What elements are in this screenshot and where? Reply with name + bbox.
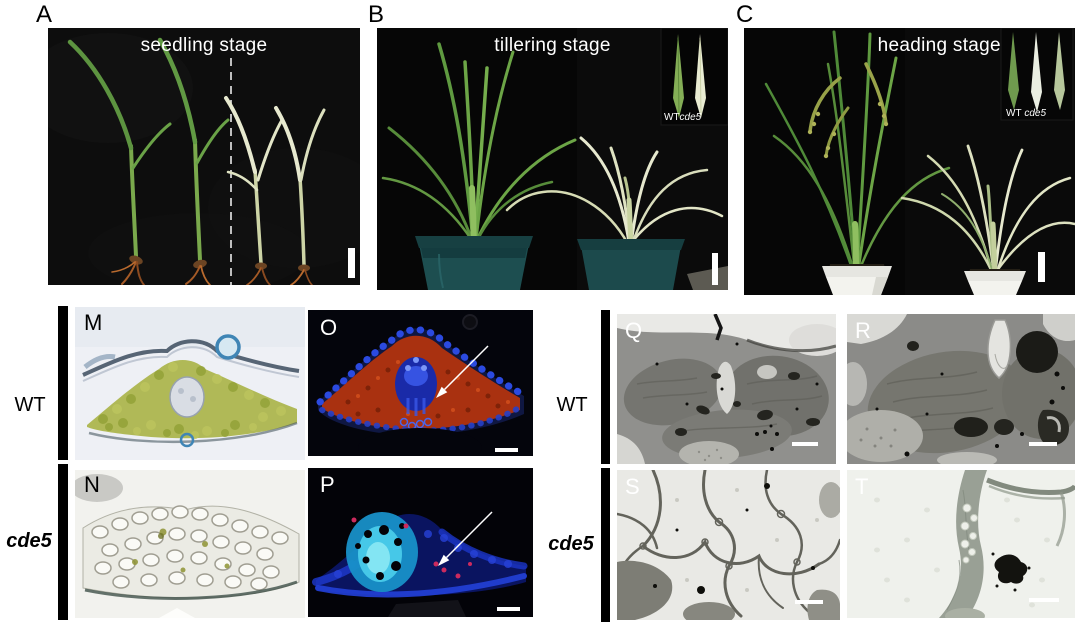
- wt-seedlings: [67, 37, 230, 285]
- residual-chlorophyll-spots: [351, 517, 472, 579]
- osmiophilic-aggregate: [994, 554, 1028, 584]
- row-divider-bar: [58, 464, 68, 620]
- mutant-tem-closeup-art: [847, 470, 1075, 618]
- mutant-pot: [964, 269, 1026, 295]
- panel-q-wt-tem: Q: [617, 314, 836, 464]
- mutant-tem-art: [617, 470, 840, 620]
- arrow-icon: [438, 511, 493, 566]
- row-label-mutant-tem: cde5: [542, 533, 600, 556]
- panel-m-wt-section: M: [75, 307, 305, 460]
- panel-letter-m: M: [84, 310, 103, 335]
- plastoglobuli: [675, 372, 820, 436]
- panel-letter-q: Q: [625, 318, 643, 343]
- wt-fluorescence-art: [308, 310, 533, 456]
- inset-wt-text: WT: [1006, 108, 1022, 119]
- row-divider-bar: [601, 468, 610, 622]
- wt-panicles: [807, 62, 889, 159]
- stage-caption-seedling: seedling stage: [140, 35, 268, 56]
- wt-label: WT: [556, 394, 588, 416]
- row-divider-bar: [58, 306, 68, 460]
- stage-caption-tillering: tillering stage: [494, 35, 611, 56]
- mutant-seedlings: [224, 96, 326, 285]
- panel-c-heading-photo: heading stage WT cde5: [744, 28, 1075, 295]
- panel-letter-o: O: [320, 315, 338, 340]
- inset-mutant-text: cde5: [1024, 108, 1047, 119]
- cell-wall-fluorescence: [316, 326, 526, 406]
- row-label-wt-tem: WT: [548, 394, 596, 417]
- wt-light-micrograph-art: [75, 307, 305, 460]
- panel-letter-n: N: [84, 472, 100, 497]
- row-label-wt-histology: WT: [6, 394, 54, 417]
- scale-bar: [795, 600, 823, 604]
- scale-bar: [495, 448, 518, 452]
- cde5-label: cde5: [6, 530, 52, 552]
- wt-tem-closeup-art: [847, 314, 1075, 464]
- seedling-photo-art: [48, 28, 360, 285]
- scale-bar: [792, 442, 818, 446]
- panel-letter-b: B: [368, 1, 385, 28]
- row-label-mutant-histology: cde5: [0, 530, 58, 553]
- scale-bar: [1029, 598, 1059, 602]
- panel-r-wt-tem-closeup: R: [847, 314, 1075, 464]
- scale-bar: [348, 248, 355, 278]
- mutant-plant: [900, 144, 1075, 279]
- panel-b-tillering-photo: tillering stage WTcde5: [377, 28, 728, 290]
- panel-letter-r: R: [855, 318, 871, 343]
- wt-tem-art: [617, 314, 836, 464]
- wt-plant: [381, 42, 577, 247]
- mutant-light-micrograph-art: [75, 470, 305, 618]
- wt-label: WT: [14, 394, 46, 416]
- panel-letter-s: S: [625, 474, 640, 499]
- heading-photo-art: [744, 28, 1075, 295]
- panel-a-seedling-photo: seedling stage: [48, 28, 360, 285]
- wt-pot: [415, 236, 533, 290]
- scale-bar: [712, 253, 718, 285]
- row-divider-bar: [601, 310, 610, 464]
- leaf-inset: [660, 28, 728, 126]
- panel-letter-t: T: [855, 474, 869, 499]
- panel-o-wt-fluorescence: O: [308, 310, 533, 456]
- inset-mutant-text: cde5: [679, 112, 702, 123]
- scale-bar: [497, 607, 520, 611]
- panel-p-mutant-fluorescence: P: [308, 468, 533, 617]
- panel-n-mutant-section: N: [75, 470, 305, 618]
- inset-wt-label: WTcde5: [664, 112, 701, 123]
- scale-bar: [1029, 442, 1057, 446]
- panel-letter-p: P: [320, 472, 335, 497]
- cde5-label: cde5: [548, 533, 594, 555]
- inset-wt-label: WT cde5: [1006, 108, 1046, 119]
- leaf-inset: [1000, 28, 1074, 121]
- stage-caption-heading: heading stage: [877, 35, 1001, 56]
- mutant-pot: [577, 239, 685, 290]
- scale-bar: [1038, 252, 1045, 282]
- inset-wt-text: WT: [664, 112, 680, 123]
- wt-pot: [822, 264, 892, 295]
- mutant-fluorescence-art: [308, 468, 533, 617]
- panel-letter-c: C: [736, 1, 754, 28]
- panel-t-mutant-tem-closeup: T: [847, 470, 1075, 618]
- tillering-photo-art: [377, 28, 728, 290]
- panel-s-mutant-tem: S: [617, 470, 840, 620]
- arrow-icon: [436, 345, 489, 398]
- bulliform-cell: [215, 334, 241, 360]
- panel-letter-a: A: [36, 1, 53, 28]
